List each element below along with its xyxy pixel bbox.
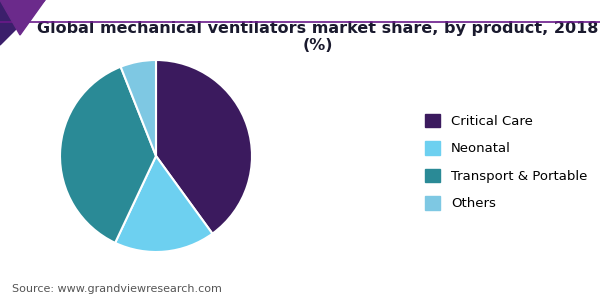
Wedge shape [115, 156, 212, 252]
Legend: Critical Care, Neonatal, Transport & Portable, Others: Critical Care, Neonatal, Transport & Por… [425, 114, 587, 210]
Wedge shape [156, 60, 252, 234]
Text: Global mechanical ventilators market share, by product, 2018 (%): Global mechanical ventilators market sha… [37, 21, 599, 53]
Polygon shape [0, 0, 45, 35]
Text: Source: www.grandviewresearch.com: Source: www.grandviewresearch.com [12, 284, 222, 294]
Wedge shape [60, 67, 156, 243]
Polygon shape [0, 0, 45, 45]
Wedge shape [121, 60, 156, 156]
